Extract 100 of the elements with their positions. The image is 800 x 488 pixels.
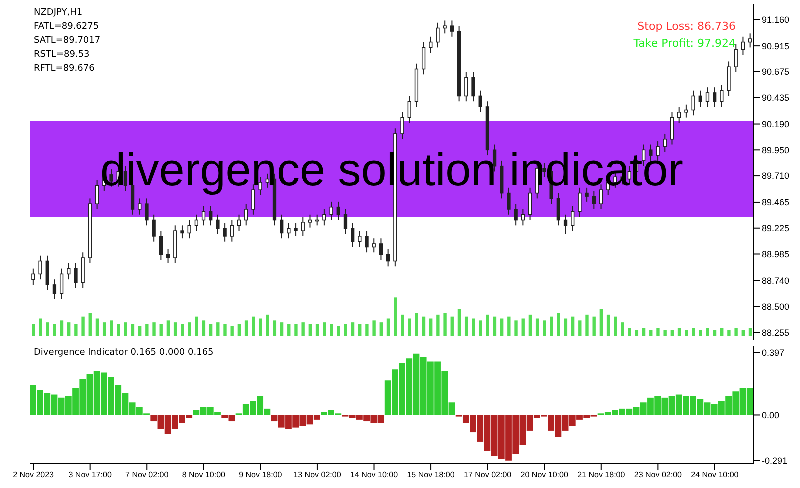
x-tick-label: 2 Nov 2023 <box>13 470 55 480</box>
x-tick-label: 8 Nov 10:00 <box>182 470 226 480</box>
candlestick <box>727 61 731 97</box>
x-tick-label: 15 Nov 18:00 <box>407 470 456 480</box>
y-tick-label: 88.500 <box>762 302 790 312</box>
candlestick <box>514 204 518 226</box>
y-tick-label: 0.397 <box>762 348 785 358</box>
x-tick-label: 23 Nov 02:00 <box>634 470 683 480</box>
candlestick <box>180 225 184 240</box>
bar <box>571 316 575 336</box>
candlestick <box>216 214 220 235</box>
bar <box>323 322 326 336</box>
bar <box>372 320 376 336</box>
bar <box>600 309 604 336</box>
bar <box>536 318 540 336</box>
x-tick-label: 17 Nov 02:00 <box>464 470 512 480</box>
bar <box>472 318 476 336</box>
x-tick-label: 24 Nov 10:00 <box>691 470 740 480</box>
bar <box>195 316 198 336</box>
candlestick <box>258 176 262 196</box>
bar <box>422 316 426 336</box>
bar <box>642 328 646 336</box>
bar <box>550 316 554 336</box>
candlestick <box>209 206 213 226</box>
candlestick <box>365 230 369 254</box>
bar <box>450 316 454 336</box>
bar <box>188 322 192 336</box>
bar <box>181 324 184 336</box>
bar <box>238 324 242 336</box>
chart-title: Divergence Indicator 0.165 0.000 0.165 <box>34 348 214 358</box>
y-tick-label: 89.950 <box>762 145 790 156</box>
candlestick <box>478 90 482 113</box>
candlestick <box>372 238 376 254</box>
annotation: FATL=89.6275 <box>34 21 100 34</box>
bar <box>479 320 482 336</box>
bar <box>88 313 92 336</box>
candlestick <box>46 255 50 291</box>
x-tick-label: 14 Nov 10:00 <box>350 470 399 480</box>
candlestick <box>237 214 242 232</box>
candlestick <box>450 20 454 38</box>
y-tick-label: 88.740 <box>762 276 790 286</box>
candlestick <box>336 201 340 221</box>
bar <box>415 313 418 336</box>
bar <box>394 298 398 336</box>
y-tick-label: 89.710 <box>762 171 790 182</box>
x-tick-label: 3 Nov 17:00 <box>68 470 112 480</box>
candlestick <box>429 36 433 54</box>
candlestick <box>556 192 560 226</box>
candlestick <box>38 255 42 280</box>
bar <box>74 324 78 336</box>
candlestick <box>188 220 192 240</box>
bar <box>302 322 305 336</box>
candlestick <box>400 112 404 140</box>
candlestick <box>571 206 575 232</box>
candlestick <box>308 214 312 228</box>
candlestick <box>351 223 355 248</box>
bar <box>458 309 462 336</box>
candlestick <box>521 208 526 226</box>
bar <box>493 316 497 336</box>
bar <box>138 326 142 336</box>
bar <box>110 320 114 336</box>
bar <box>124 322 128 336</box>
candlestick <box>443 20 447 34</box>
bar <box>117 324 120 336</box>
candlestick <box>472 72 476 102</box>
bar <box>408 318 412 336</box>
bar <box>635 330 639 336</box>
candlestick <box>287 223 291 240</box>
candlestick <box>280 214 284 240</box>
candlestick <box>124 166 128 192</box>
candlestick <box>706 87 710 108</box>
candlestick <box>358 230 362 248</box>
candlestick <box>464 72 468 102</box>
bar <box>224 324 227 336</box>
candlestick <box>194 214 198 232</box>
candlestick <box>528 187 532 221</box>
candlestick <box>720 84 724 108</box>
candlestick <box>678 106 682 124</box>
candlestick <box>386 248 390 268</box>
bar <box>444 313 447 336</box>
candlestick <box>507 187 511 216</box>
bar <box>386 318 390 336</box>
bar <box>650 330 653 336</box>
candlestick <box>592 190 596 210</box>
bar <box>543 320 546 336</box>
candlestick <box>230 220 234 242</box>
bar <box>358 324 362 336</box>
bar <box>656 328 660 336</box>
bar <box>706 328 710 336</box>
bar <box>522 318 525 336</box>
candlestick <box>67 262 71 280</box>
bar <box>209 324 213 336</box>
bar <box>96 318 100 336</box>
candlestick <box>322 208 326 226</box>
candlestick <box>159 230 164 261</box>
y-tick-label: 88.255 <box>762 328 790 338</box>
x-tick-label: 9 Nov 18:00 <box>239 470 283 480</box>
bar <box>564 318 568 336</box>
candlestick <box>244 204 248 226</box>
x-tick-label: 13 Nov 02:00 <box>294 470 342 480</box>
